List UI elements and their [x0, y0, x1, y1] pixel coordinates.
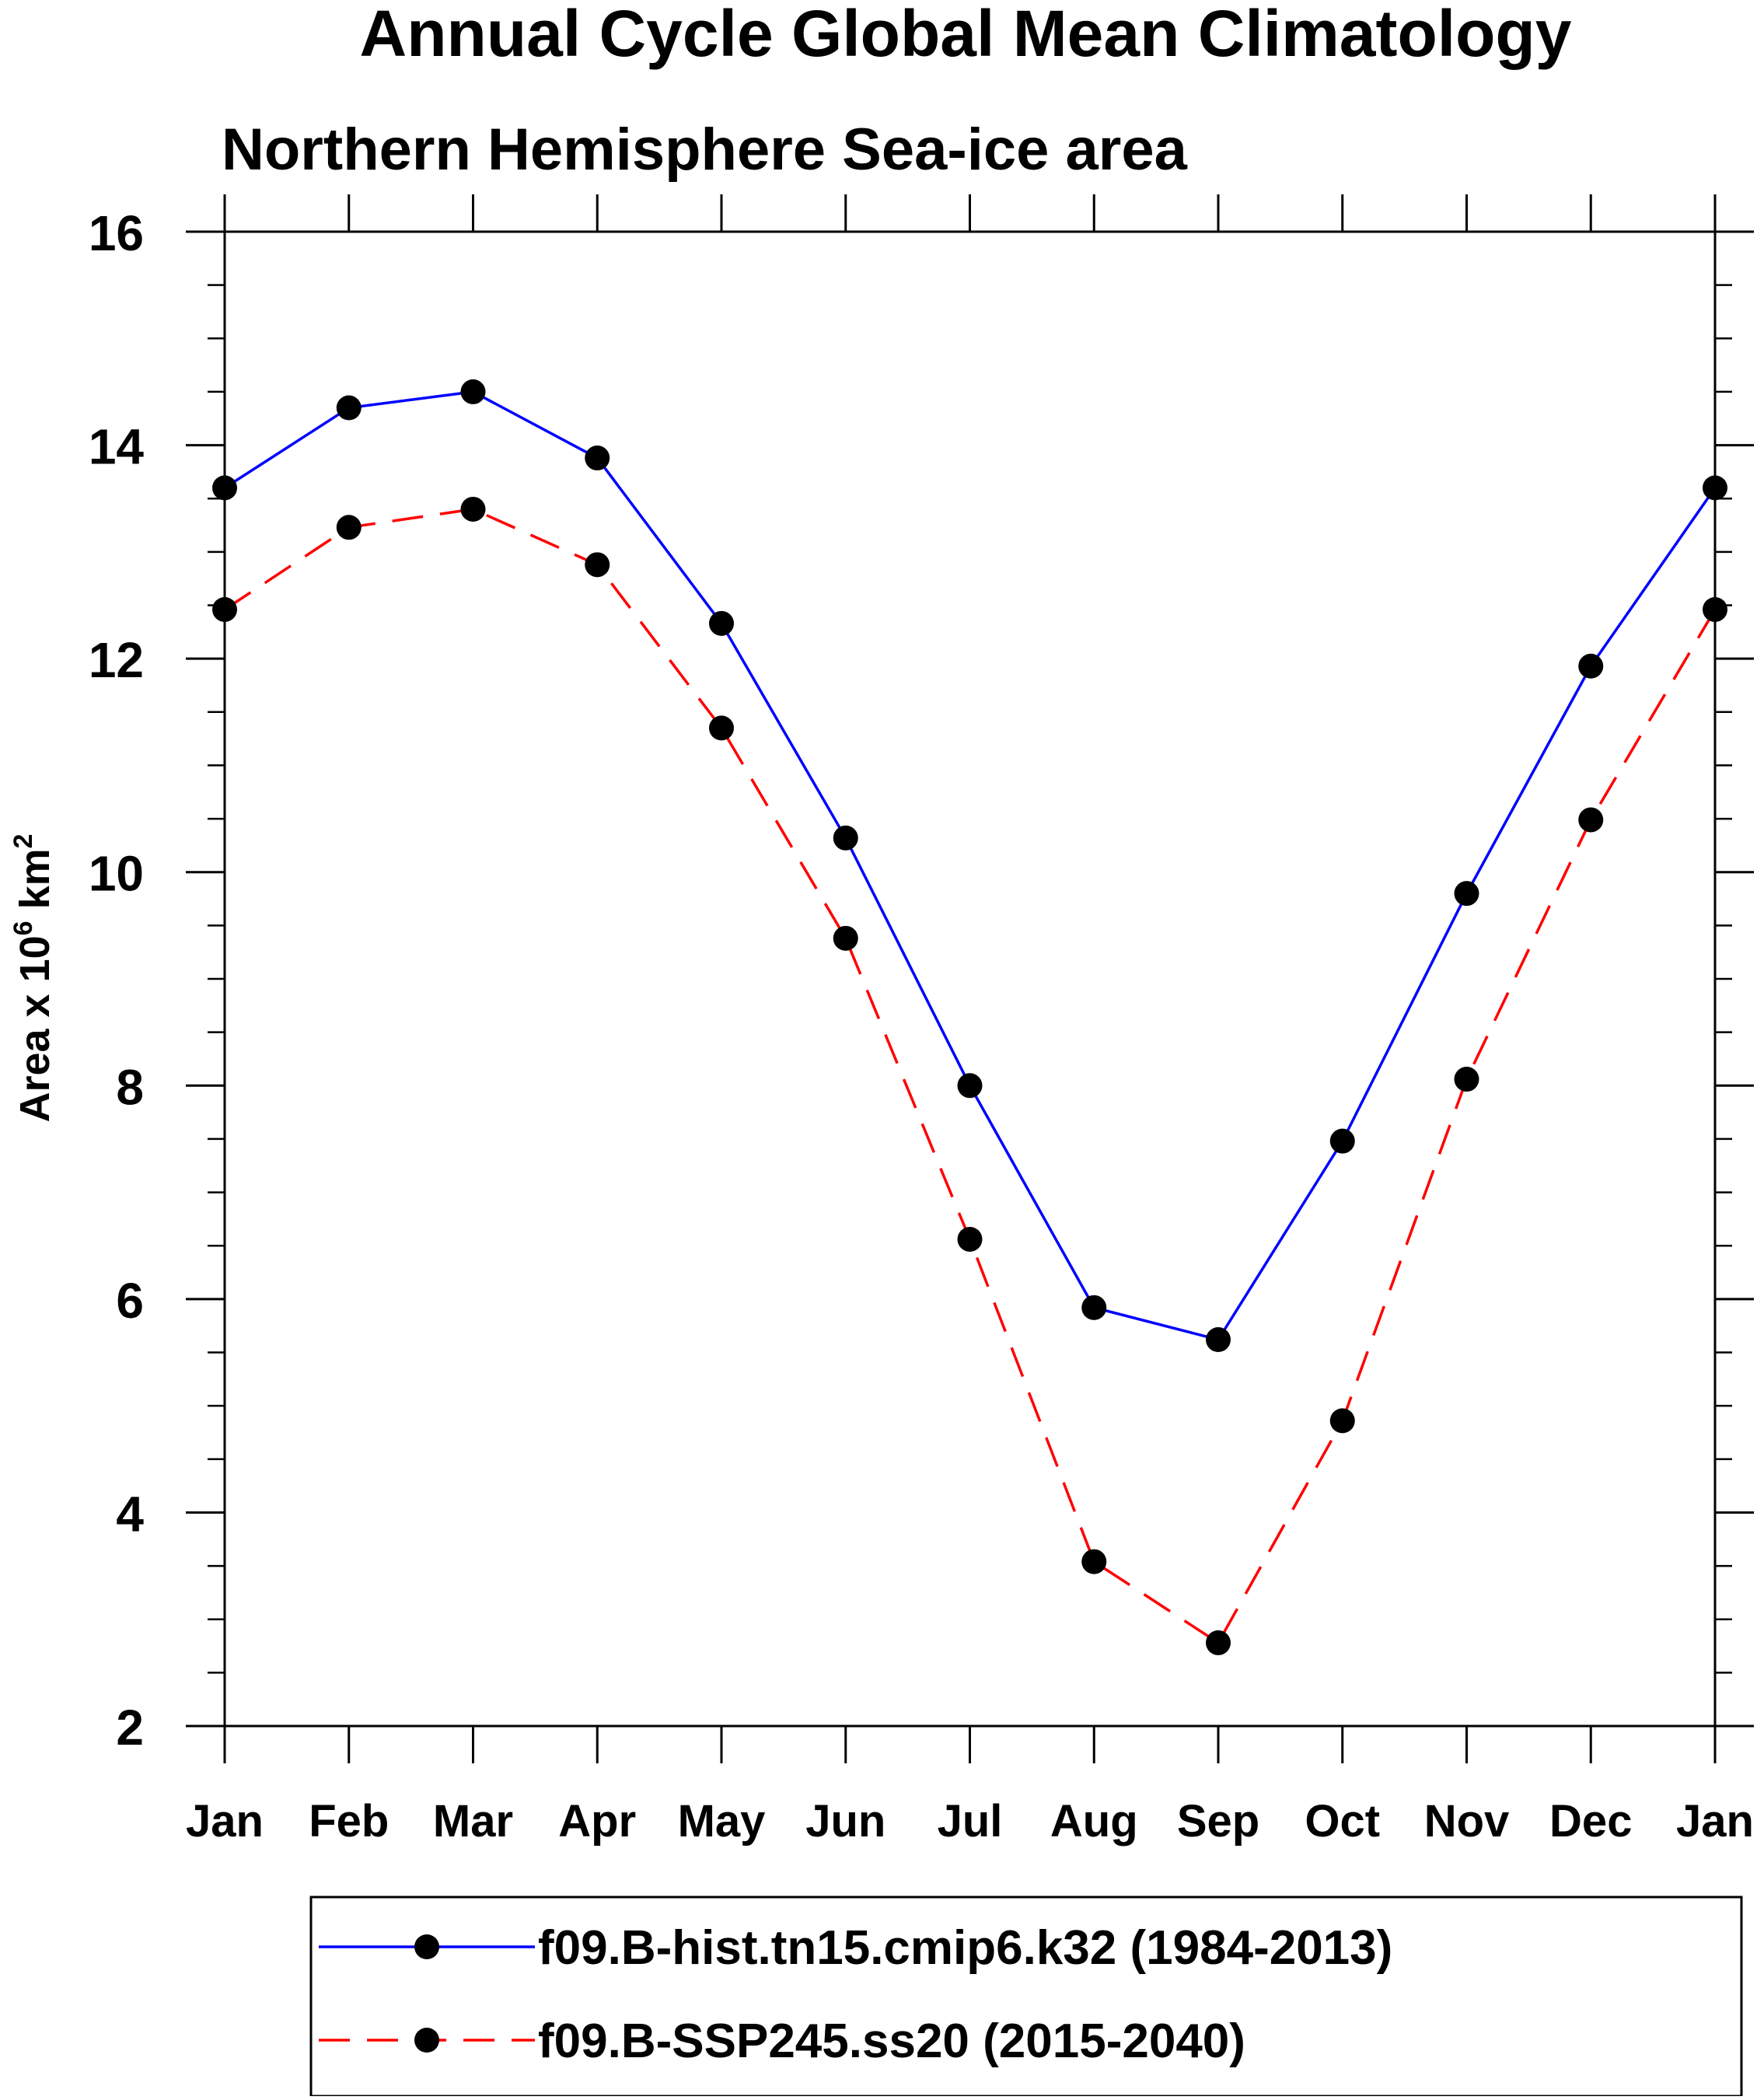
- x-tick-label: Dec: [1549, 1796, 1632, 1847]
- y-tick-label: 6: [116, 1273, 144, 1329]
- data-point-series-1: [709, 610, 734, 636]
- data-point-series-1: [336, 395, 362, 421]
- y-tick-label: 4: [116, 1486, 144, 1542]
- x-tick-labels: Jan Feb Mar Apr May Jun Jul Aug Sep Oct Nov Dec Jan: [186, 1796, 1754, 1847]
- data-point-series-2: [1454, 1067, 1479, 1092]
- data-point-series-1: [1081, 1295, 1107, 1320]
- x-tick-label: Mar: [433, 1796, 513, 1847]
- data-point-series-1: [957, 1073, 983, 1099]
- x-tick-label: Jul: [938, 1796, 1003, 1847]
- y-axis-label-prefix: Area x 10: [12, 935, 58, 1122]
- data-point-series-2: [460, 496, 486, 522]
- x-tick-label: May: [678, 1796, 766, 1847]
- series-1: [212, 379, 1727, 1353]
- data-point-series-2: [1578, 807, 1604, 833]
- legend-label: f09.B-hist.tn15.cmip6.k32 (1984-2013): [538, 1921, 1392, 1975]
- x-tick-label: Jan: [186, 1796, 264, 1847]
- data-point-series-1: [1329, 1128, 1355, 1154]
- chart-title: Annual Cycle Global Mean Climatology: [360, 0, 1572, 70]
- legend-items: f09.B-hist.tn15.cmip6.k32 (1984-2013) f09…: [319, 1921, 1392, 2068]
- chart-subtitle: Northern Hemisphere Sea-ice area: [222, 117, 1188, 183]
- y-tick-label: 12: [89, 632, 144, 688]
- legend-marker-swatch: [414, 2028, 439, 2053]
- x-tick-label: Apr: [558, 1796, 636, 1847]
- legend-marker-swatch: [414, 1934, 439, 1959]
- data-point-series-2: [212, 596, 237, 622]
- data-point-series-1: [1454, 881, 1479, 907]
- y-axis-label-exponent-1: 6: [9, 921, 38, 935]
- data-point-series-1: [1206, 1327, 1231, 1353]
- axis-ticks: [186, 194, 1754, 1763]
- series-line-1: [224, 390, 1717, 1342]
- data-series: [212, 379, 1727, 1655]
- y-tick-label: 8: [116, 1059, 144, 1115]
- series-2: [212, 496, 1727, 1655]
- y-axis-label-exponent-2: 2: [9, 833, 38, 848]
- y-axis-label-unit: km: [12, 848, 58, 921]
- data-point-series-2: [957, 1226, 983, 1252]
- data-point-series-2: [1206, 1630, 1231, 1655]
- legend-item-1: f09.B-hist.tn15.cmip6.k32 (1984-2013): [319, 1921, 1392, 1975]
- data-point-series-1: [585, 446, 610, 471]
- data-point-series-2: [585, 552, 610, 578]
- x-tick-label: Oct: [1305, 1796, 1380, 1847]
- x-tick-label: Jun: [805, 1796, 885, 1847]
- y-tick-label: 10: [89, 846, 144, 902]
- data-point-series-2: [336, 515, 362, 540]
- data-point-series-1: [460, 379, 486, 404]
- data-point-series-1: [212, 475, 237, 501]
- x-tick-label: Aug: [1050, 1796, 1138, 1847]
- legend-frame: [309, 1896, 1743, 2098]
- data-point-series-2: [1703, 596, 1727, 622]
- data-point-series-1: [1703, 475, 1727, 501]
- x-tick-label: Nov: [1424, 1796, 1510, 1847]
- plot-area-frame: [223, 230, 1717, 1728]
- data-point-series-2: [709, 715, 734, 741]
- legend: f09.B-hist.tn15.cmip6.k32 (1984-2013) f09…: [309, 1896, 1743, 2098]
- y-tick-label: 14: [89, 419, 145, 475]
- x-tick-label: Feb: [309, 1796, 389, 1847]
- data-point-series-2: [833, 925, 858, 951]
- legend-label: f09.B-SSP245.ss20 (2015-2040): [538, 2014, 1245, 2068]
- y-tick-label: 2: [116, 1700, 144, 1756]
- y-tick-labels: 2 4 6 8 10 12 14 16: [89, 205, 145, 1756]
- svg-text:Area x 106 km2: Area x 106 km2: [9, 833, 58, 1122]
- x-tick-label: Sep: [1177, 1796, 1259, 1847]
- y-tick-label: 16: [89, 205, 144, 261]
- data-point-series-1: [1578, 653, 1604, 679]
- y-axis-label: Area x 106 km2: [9, 833, 58, 1122]
- data-point-series-2: [1081, 1549, 1107, 1574]
- data-point-series-1: [833, 825, 858, 851]
- data-point-series-2: [1329, 1408, 1355, 1434]
- legend-item-2: f09.B-SSP245.ss20 (2015-2040): [319, 2014, 1245, 2068]
- x-tick-label: Jan: [1676, 1796, 1754, 1847]
